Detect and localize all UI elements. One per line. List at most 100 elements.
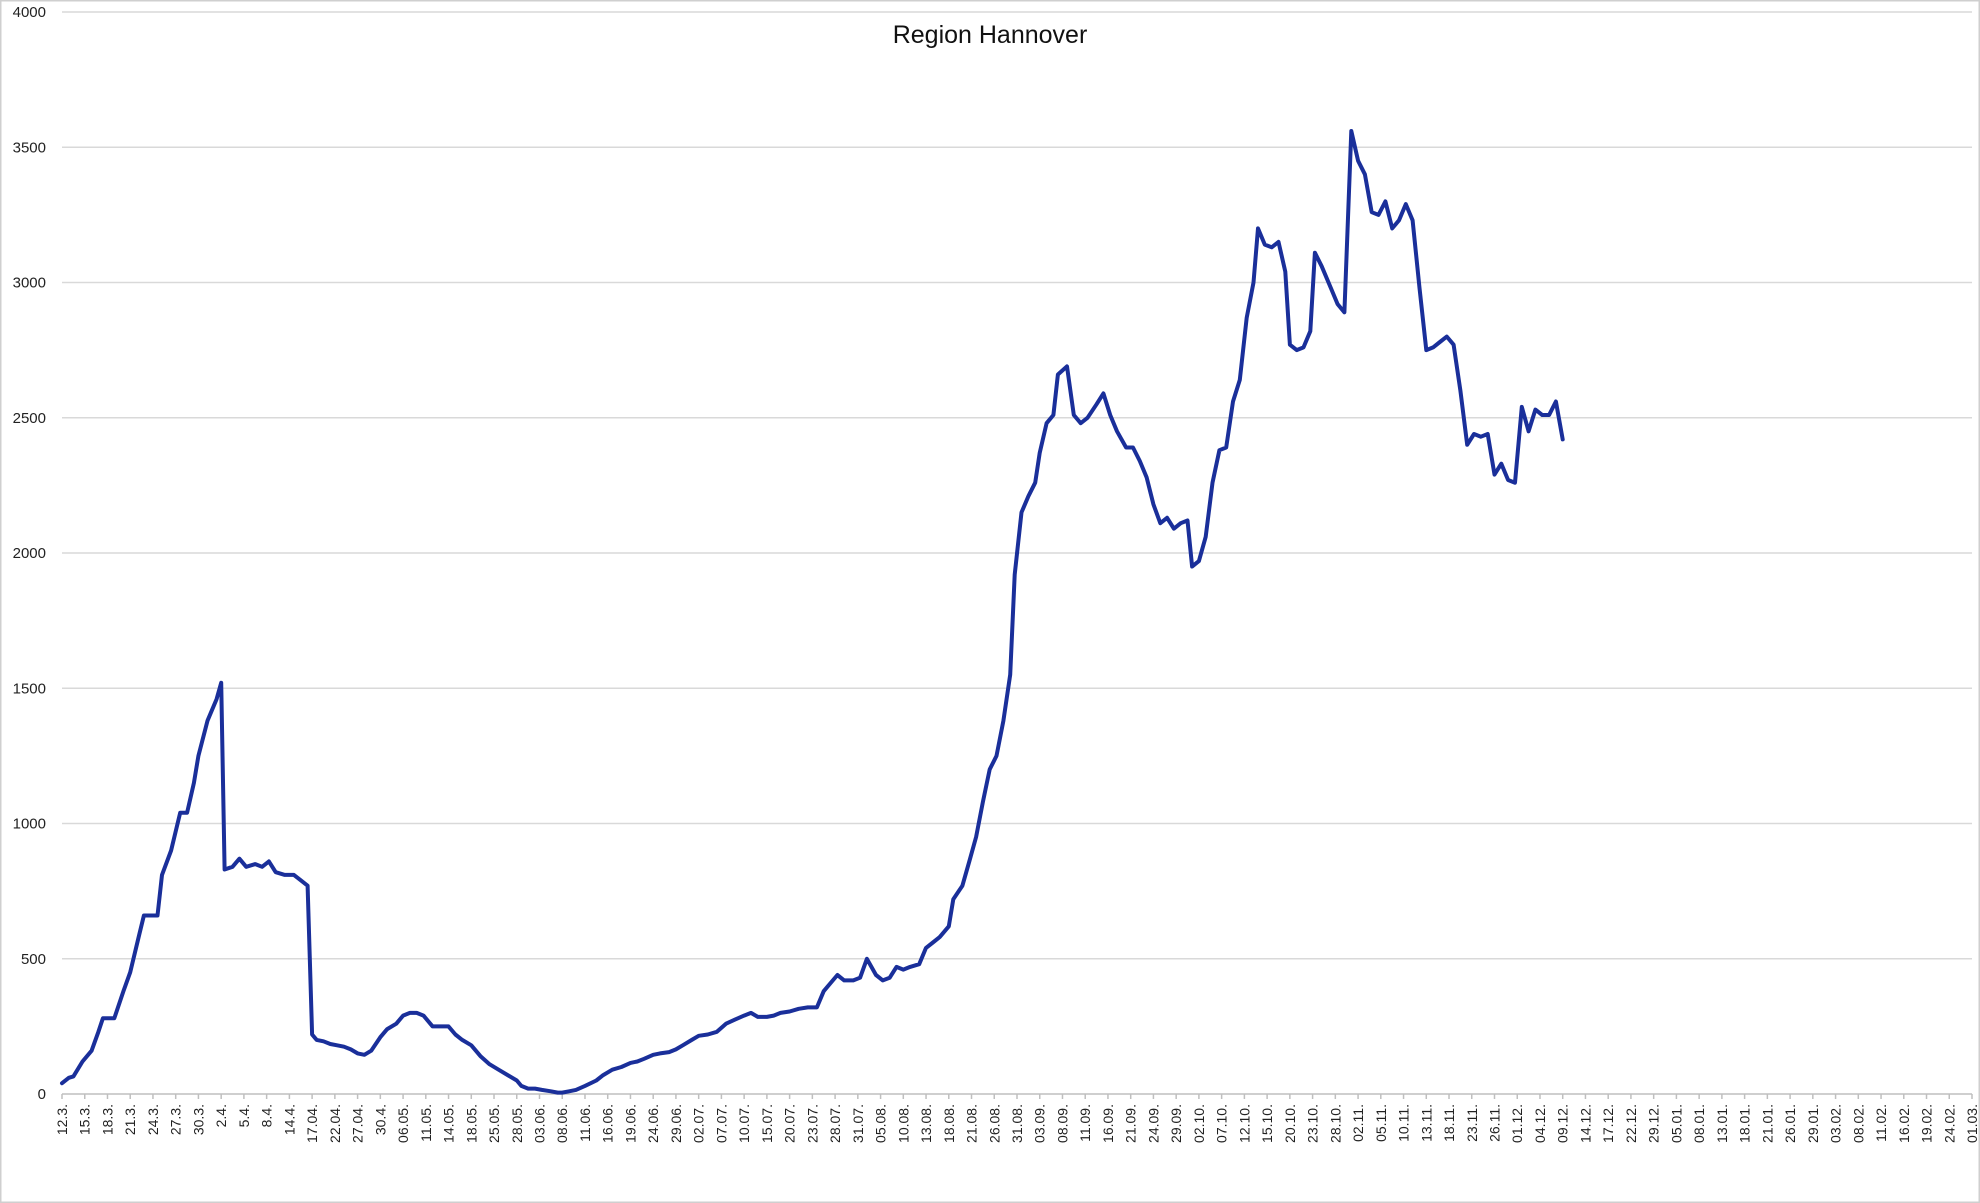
x-tick-label: 05.01. <box>1668 1104 1684 1143</box>
y-tick-label: 0 <box>38 1086 46 1103</box>
x-tick-label: 24.3. <box>145 1104 161 1135</box>
y-tick-label: 1000 <box>13 816 46 833</box>
x-tick-label: 11.09. <box>1077 1104 1093 1142</box>
x-tick-label: 31.07. <box>850 1104 866 1143</box>
x-tick-label: 11.02. <box>1873 1104 1889 1142</box>
x-tick-label: 5.4. <box>236 1104 252 1127</box>
x-tick-label: 16.09. <box>1100 1104 1116 1143</box>
x-tick-label: 13.01. <box>1714 1104 1730 1143</box>
x-tick-label: 16.02. <box>1896 1104 1912 1143</box>
x-tick-label: 04.12. <box>1532 1104 1548 1143</box>
x-tick-label: 13.11. <box>1418 1104 1434 1142</box>
x-tick-label: 02.10. <box>1191 1104 1207 1143</box>
x-tick-label: 24.06. <box>645 1104 661 1143</box>
x-tick-label: 13.08. <box>918 1104 934 1143</box>
x-tick-label: 26.11. <box>1487 1104 1503 1142</box>
x-tick-label: 26.08. <box>986 1104 1002 1143</box>
x-tick-label: 02.07. <box>691 1104 707 1143</box>
x-tick-label: 20.07. <box>782 1104 798 1143</box>
x-tick-label: 2.4. <box>213 1104 229 1127</box>
x-tick-label: 11.05. <box>418 1104 434 1142</box>
chart-title: Region Hannover <box>893 21 1088 49</box>
x-tick-label: 21.08. <box>964 1104 980 1143</box>
x-tick-label: 14.12. <box>1577 1104 1593 1143</box>
x-tick-label: 14.4. <box>281 1104 297 1135</box>
x-tick-label: 23.10. <box>1305 1104 1321 1143</box>
x-tick-label: 03.02. <box>1828 1104 1844 1143</box>
x-tick-label: 28.10. <box>1327 1104 1343 1143</box>
x-tick-label: 29.06. <box>668 1104 684 1143</box>
x-tick-label: 25.05. <box>486 1104 502 1143</box>
x-tick-label: 23.07. <box>804 1104 820 1143</box>
x-tick-label: 12.3. <box>54 1104 70 1135</box>
x-tick-label: 27.3. <box>168 1104 184 1135</box>
x-tick-label: 18.05. <box>463 1104 479 1143</box>
x-tick-label: 18.01. <box>1737 1104 1753 1143</box>
series-line <box>60 129 1565 1095</box>
x-tick-label: 10.08. <box>895 1104 911 1143</box>
series-layer <box>60 129 1565 1095</box>
x-tick-label: 09.12. <box>1555 1104 1571 1143</box>
y-axis-ticks: 0 500 1000 1500 2000 2500 3000 3500 4000 <box>13 4 46 1103</box>
x-tick-label: 30.4. <box>372 1104 388 1135</box>
x-tick-label: 15.10. <box>1259 1104 1275 1143</box>
x-tick-label: 08.01. <box>1691 1104 1707 1143</box>
x-tick-label: 01.12. <box>1509 1104 1525 1143</box>
y-tick-label: 500 <box>21 951 46 968</box>
x-tick-label: 12.10. <box>1236 1104 1252 1143</box>
x-tick-label: 08.02. <box>1850 1104 1866 1143</box>
x-tick-label: 06.05. <box>395 1104 411 1143</box>
x-tick-label: 24.02. <box>1941 1104 1957 1143</box>
x-tick-label: 17.12. <box>1600 1104 1616 1143</box>
y-tick-label: 2500 <box>13 410 46 427</box>
x-tick-label: 08.06. <box>554 1104 570 1143</box>
x-tick-label: 16.06. <box>600 1104 616 1143</box>
x-tick-label: 29.12. <box>1646 1104 1662 1143</box>
x-tick-label: 08.09. <box>1054 1104 1070 1143</box>
x-tick-label: 23.11. <box>1464 1104 1480 1142</box>
x-tick-label: 07.10. <box>1214 1104 1230 1143</box>
x-tick-label: 30.3. <box>190 1104 206 1135</box>
y-tick-label: 4000 <box>13 4 46 21</box>
x-tick-label: 22.12. <box>1623 1104 1639 1143</box>
x-tick-label: 26.01. <box>1782 1104 1798 1143</box>
y-tick-label: 3000 <box>13 275 46 292</box>
y-tick-label: 2000 <box>13 545 46 562</box>
y-tick-label: 1500 <box>13 680 46 697</box>
x-tick-label: 15.07. <box>759 1104 775 1143</box>
x-tick-label: 11.06. <box>577 1104 593 1142</box>
x-tick-label: 29.09. <box>1168 1104 1184 1143</box>
x-tick-label: 27.04. <box>350 1104 366 1143</box>
x-tick-label: 03.09. <box>1032 1104 1048 1143</box>
x-tick-label: 18.08. <box>941 1104 957 1143</box>
x-tick-label: 21.01. <box>1759 1104 1775 1143</box>
x-tick-label: 8.4. <box>259 1104 275 1127</box>
x-tick-label: 18.11. <box>1441 1104 1457 1142</box>
x-tick-label: 14.05. <box>441 1104 457 1143</box>
x-tick-label: 31.08. <box>1009 1104 1025 1143</box>
x-tick-label: 15.3. <box>77 1104 93 1135</box>
x-tick-label: 21.3. <box>122 1104 138 1135</box>
x-tick-label: 21.09. <box>1123 1104 1139 1143</box>
x-tick-label: 05.11. <box>1373 1104 1389 1142</box>
y-tick-label: 3500 <box>13 139 46 156</box>
x-tick-label: 02.11. <box>1350 1104 1366 1142</box>
x-tick-label: 10.07. <box>736 1104 752 1143</box>
x-tick-label: 29.01. <box>1805 1104 1821 1143</box>
x-tick-label: 07.07. <box>713 1104 729 1143</box>
x-tick-label: 28.07. <box>827 1104 843 1143</box>
x-tick-label: 28.05. <box>509 1104 525 1143</box>
x-tick-label: 05.08. <box>873 1104 889 1143</box>
x-tick-label: 20.10. <box>1282 1104 1298 1143</box>
x-tick-label: 17.04. <box>304 1104 320 1143</box>
x-tick-label: 18.3. <box>99 1104 115 1135</box>
x-tick-label: 01.03. <box>1964 1104 1980 1143</box>
x-tick-label: 10.11. <box>1396 1104 1412 1142</box>
x-tick-label: 24.09. <box>1145 1104 1161 1143</box>
x-tick-label: 22.04. <box>327 1104 343 1143</box>
x-tick-label: 19.02. <box>1919 1104 1935 1143</box>
x-tick-label: 03.06. <box>532 1104 548 1143</box>
x-axis-ticks: 12.3. 15.3. 18.3. 21.3. 24.3. 27.3. 30.3. 2.4. 5… <box>54 1094 1980 1143</box>
x-tick-label: 19.06. <box>622 1104 638 1143</box>
